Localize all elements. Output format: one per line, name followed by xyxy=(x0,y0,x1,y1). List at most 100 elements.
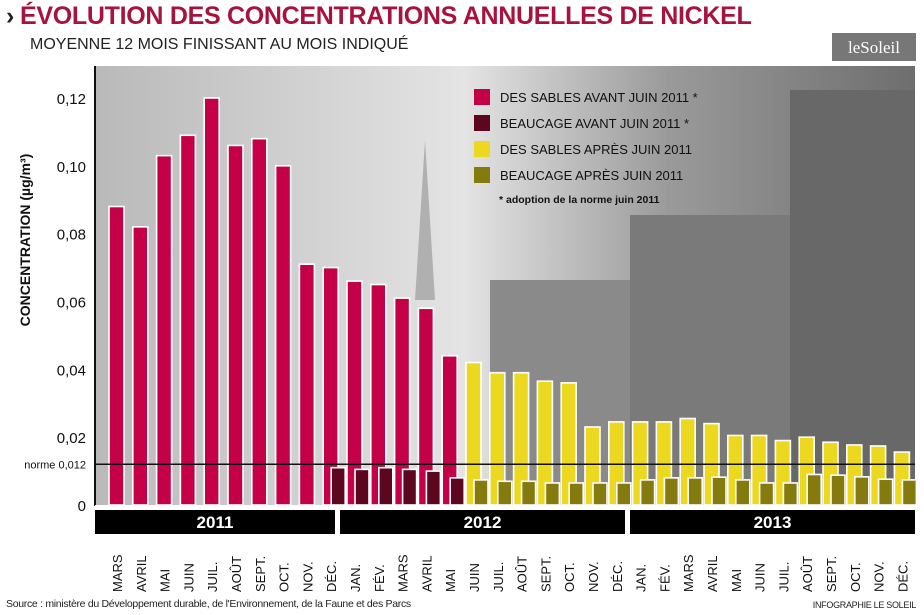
legend-swatch xyxy=(474,89,490,105)
month-label: SEPT. xyxy=(824,556,839,592)
month-label: JUIN xyxy=(467,563,482,592)
bar-beaucage-apres xyxy=(901,479,918,506)
legend-label: DES SABLES APRÈS JUIN 2011 xyxy=(500,142,692,157)
legend-label: BEAUCAGE AVANT JUIN 2011 * xyxy=(500,116,689,131)
month-label: AVRIL xyxy=(419,555,434,592)
month-label: JAN. xyxy=(348,564,363,592)
bar-des-sables-avant xyxy=(227,144,244,506)
month-label: JAN. xyxy=(634,564,649,592)
year-band xyxy=(95,510,335,534)
bar-des-sables-avant xyxy=(108,205,125,506)
bar-beaucage-avant xyxy=(425,470,442,506)
bar-des-sables-avant xyxy=(251,137,268,506)
legend-note: * adoption de la norme juin 2011 xyxy=(499,194,660,206)
month-label: NOV. xyxy=(586,561,601,592)
bar-des-sables-avant xyxy=(179,134,197,506)
bar-beaucage-apres xyxy=(782,482,799,506)
month-label: DÉC. xyxy=(610,561,625,592)
month-label: MARS xyxy=(110,554,125,592)
bar-beaucage-apres xyxy=(711,476,727,506)
month-label: FÉV. xyxy=(657,564,672,592)
legend-swatch xyxy=(474,115,490,131)
bar-beaucage-apres xyxy=(877,478,894,506)
y-tick-label: 0,08 xyxy=(57,227,86,244)
month-label: DÉC. xyxy=(324,561,339,592)
bar-des-sables-avant xyxy=(132,226,149,506)
month-label: DÉC. xyxy=(895,561,910,592)
chart-title: › ÉVOLUTION DES CONCENTRATIONS ANNUELLES … xyxy=(6,2,752,31)
month-label: OCT. xyxy=(562,562,577,592)
bar-beaucage-apres xyxy=(520,480,537,506)
month-label: AOÛT xyxy=(515,556,530,592)
bar-beaucage-apres xyxy=(568,482,585,506)
year-label: 2011 xyxy=(197,513,234,532)
legend-label: BEAUCAGE APRÈS JUIN 2011 xyxy=(500,168,683,183)
month-label: MARS xyxy=(681,554,696,592)
month-label: JUIN xyxy=(753,563,768,592)
bar-beaucage-apres xyxy=(544,482,561,506)
month-label: MAI xyxy=(729,569,744,592)
le-soleil-logo-text: leSoleil xyxy=(848,38,900,57)
credit-note: INFOGRAPHIE LE SOLEIL xyxy=(812,600,917,610)
month-label: MAI xyxy=(443,569,458,592)
month-label: NOV. xyxy=(300,561,315,592)
month-label: MARS xyxy=(396,554,411,592)
bar-beaucage-apres xyxy=(806,473,823,506)
church-steeple-shape xyxy=(415,140,435,300)
month-label: AVRIL xyxy=(705,555,720,592)
bar-beaucage-avant xyxy=(449,477,466,506)
legend-swatch xyxy=(474,141,490,157)
y-tick-label: 0,12 xyxy=(57,91,86,108)
bar-beaucage-apres xyxy=(592,482,608,506)
month-label: AOÛT xyxy=(229,556,244,592)
y-tick-label: 0,04 xyxy=(57,362,86,379)
source-note: Source : ministère du Développement dura… xyxy=(6,598,411,610)
bar-des-sables-avant xyxy=(298,263,316,506)
month-label: JUIL. xyxy=(776,562,791,592)
year-label: 2013 xyxy=(754,513,792,532)
month-label: NOV. xyxy=(872,561,887,592)
month-label: AVRIL xyxy=(134,555,149,592)
chevron-right-icon: › xyxy=(6,2,15,30)
year-band xyxy=(630,510,915,534)
bar-beaucage-apres xyxy=(830,474,846,506)
month-label: FÉV. xyxy=(372,564,387,592)
y-tick-label: 0,02 xyxy=(57,430,86,447)
chart-title-text: ÉVOLUTION DES CONCENTRATIONS ANNUELLES D… xyxy=(20,2,752,30)
y-tick-label: 0 xyxy=(78,498,86,515)
bar-beaucage-avant xyxy=(330,466,347,506)
year-band xyxy=(340,510,625,534)
bar-beaucage-apres xyxy=(734,479,751,506)
month-label: SEPT. xyxy=(538,556,553,592)
bar-des-sables-avant xyxy=(155,154,173,506)
bar-beaucage-apres xyxy=(663,477,680,506)
year-label: 2012 xyxy=(464,513,502,532)
month-label: OCT. xyxy=(277,562,292,592)
bar-beaucage-apres xyxy=(496,480,513,506)
y-tick-label: 0,10 xyxy=(57,159,86,176)
month-label: MAI xyxy=(158,569,173,592)
bar-beaucage-avant xyxy=(354,468,370,506)
bar-beaucage-apres xyxy=(758,482,775,506)
legend-label: DES SABLES AVANT JUIN 2011 * xyxy=(500,90,698,105)
month-label: AOÛT xyxy=(800,556,815,592)
le-soleil-logo xyxy=(832,33,916,61)
month-label: OCT. xyxy=(848,562,863,592)
chart-subtitle: MOYENNE 12 MOIS FINISSANT AU MOIS INDIQU… xyxy=(30,36,409,53)
y-tick-label: 0,06 xyxy=(57,294,86,311)
y-axis-title: CONCENTRATION (µg/m³) xyxy=(17,154,33,327)
bar-beaucage-apres xyxy=(853,476,870,506)
month-label: JUIN xyxy=(181,563,196,592)
bar-des-sables-avant xyxy=(203,97,220,506)
legend-swatch xyxy=(474,167,490,183)
bar-beaucage-avant xyxy=(377,466,394,506)
norm-line-label: norme 0,012 xyxy=(24,459,86,471)
bar-beaucage-apres xyxy=(615,482,632,506)
bar-beaucage-apres xyxy=(639,479,656,506)
month-label: SEPT. xyxy=(253,556,268,592)
month-label: JUIL. xyxy=(205,562,220,592)
bar-beaucage-apres xyxy=(687,477,704,506)
bar-beaucage-apres xyxy=(473,479,489,506)
bar-des-sables-avant xyxy=(274,165,292,506)
